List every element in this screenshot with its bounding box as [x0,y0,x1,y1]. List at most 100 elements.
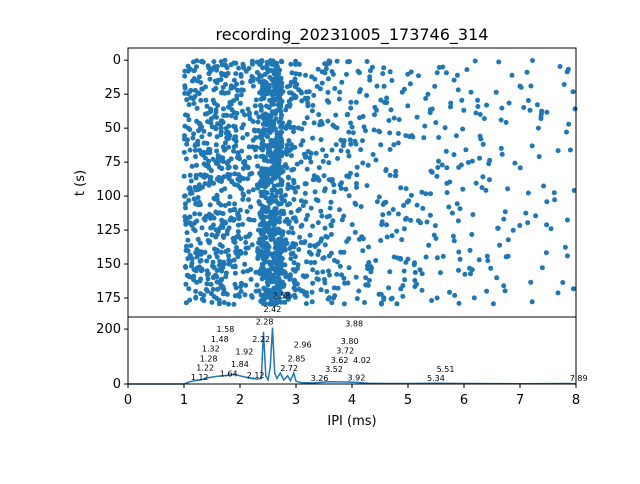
data-point [250,61,255,67]
data-point [274,171,280,177]
data-point [412,277,418,283]
data-point [467,247,473,253]
peak-label: 1.22 [196,363,214,372]
data-point [329,178,335,184]
data-point [326,268,331,274]
data-point [544,199,550,205]
peak-label: 1.32 [202,345,220,354]
data-point [226,261,232,267]
peak-label: 3.52 [325,365,343,374]
data-point [287,103,292,109]
data-point [372,112,377,118]
data-point [328,199,334,205]
data-point [443,70,449,76]
data-point [204,272,210,278]
data-point [325,76,331,82]
data-point [216,301,222,307]
x-tick-label: 2 [236,393,244,408]
data-point [274,200,280,206]
data-point [391,142,397,148]
data-point [219,188,224,193]
data-point [200,152,206,158]
data-point [227,172,233,178]
data-point [431,232,437,238]
data-point [443,148,449,154]
data-point [196,120,202,126]
data-point [252,128,258,134]
data-point [234,110,240,116]
data-point [266,142,272,148]
data-point [348,105,354,111]
data-point [235,254,241,260]
data-point [313,150,319,156]
data-point [456,300,462,306]
data-point [288,251,294,257]
data-point [320,269,326,275]
data-point [197,240,203,246]
data-point [187,172,193,178]
data-point [384,95,390,101]
data-point [191,267,197,273]
data-point [240,191,246,197]
data-point [235,87,241,93]
data-point [282,218,288,224]
data-point [193,175,199,181]
data-point [305,212,310,218]
data-point [293,61,299,67]
data-point [304,166,310,172]
data-point [242,261,248,267]
peak-label: 7.89 [570,374,588,383]
x-tick-label: 3 [292,393,300,408]
data-point [181,173,187,179]
data-point [380,212,386,218]
data-point [484,102,490,108]
data-point [460,126,466,132]
data-point [236,153,242,159]
peak-label: 2.96 [294,340,312,349]
data-point [368,269,374,275]
data-point [224,291,230,297]
data-point [294,81,300,87]
x-tick-label: 1 [180,393,188,408]
data-point [408,217,414,223]
data-point [279,84,285,90]
data-point [207,131,213,137]
data-point [197,258,203,264]
data-point [299,90,304,96]
data-point [437,270,443,276]
data-point [184,97,190,103]
data-point [354,164,360,170]
data-point [314,276,320,282]
data-point [198,97,204,103]
data-point [324,288,330,294]
data-point [219,277,224,283]
data-point [198,276,204,282]
data-point [277,95,283,101]
data-point [353,99,359,105]
data-point [337,263,343,269]
data-point [533,213,539,219]
data-point [277,219,282,225]
data-point [505,253,511,259]
peak-label: 3.88 [345,319,363,328]
data-point [328,223,334,229]
data-point [206,211,212,217]
data-point [262,258,268,264]
y-tick-label: 100 [96,189,121,204]
data-point [543,250,549,256]
data-point [293,218,299,224]
data-point [259,193,264,199]
data-point [243,234,249,240]
data-point [199,86,205,92]
data-point [202,172,208,178]
data-point [221,147,227,153]
data-point [356,288,362,294]
data-point [506,100,512,106]
data-point [223,274,229,280]
data-point [495,225,501,231]
data-point [383,168,389,174]
data-point [191,131,197,137]
data-point [223,249,229,255]
data-point [322,277,327,282]
